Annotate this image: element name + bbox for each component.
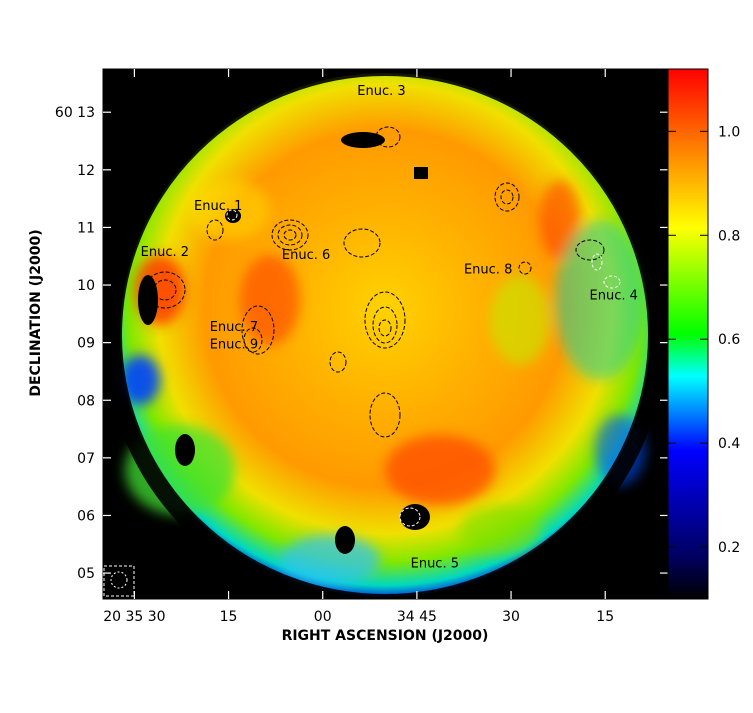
colorbar-gradient	[667, 68, 709, 600]
x-axis-title: RIGHT ASCENSION (J2000)	[282, 628, 489, 644]
y-tick-label: 60 13	[55, 105, 95, 121]
nucleus-label: Enuc. 8	[464, 263, 512, 278]
colorbar-tick-label: 0.6	[718, 332, 740, 348]
y-tick-label: 07	[77, 451, 95, 467]
nucleus-label: Enuc. 5	[411, 556, 459, 571]
colorbar-labels: 0.2 0.4 0.6 0.8 1.0	[718, 124, 740, 556]
colorbar: 0.2 0.4 0.6 0.8 1.0	[667, 68, 740, 600]
colorbar-ticks	[668, 130, 708, 548]
y-tick-label: 08	[77, 393, 95, 409]
y-tick-label: 10	[77, 278, 95, 294]
colorbar-tick-label: 0.4	[718, 436, 740, 452]
nucleus-label: Enuc. 1	[194, 199, 242, 214]
y-tick-label: 05	[77, 566, 95, 582]
beam-marker	[103, 565, 135, 597]
white-contours	[226, 209, 621, 527]
x-tick-labels: 20 35 30 15 00 34 45 30 15	[103, 609, 614, 625]
nucleus-label: Enuc. 7	[210, 320, 258, 335]
tick-marks	[103, 69, 668, 599]
y-tick-label: 06	[77, 508, 95, 524]
nucleus-label: Enuc. 4	[590, 288, 638, 303]
x-tick-label: 30	[502, 609, 520, 625]
y-tick-label: 12	[77, 163, 95, 179]
x-tick-label: 20 35 30	[103, 609, 165, 625]
x-tick-label: 15	[596, 609, 614, 625]
colorbar-tick-label: 0.2	[718, 540, 740, 556]
nucleus-label: Enuc. 9	[210, 337, 258, 352]
intensity-structure	[120, 180, 645, 585]
plot-area	[103, 69, 668, 599]
x-tick-label: 34 45	[397, 609, 437, 625]
colorbar-tick-label: 0.8	[718, 228, 740, 244]
x-tick-label: 15	[220, 609, 238, 625]
y-tick-label: 11	[77, 220, 95, 236]
y-tick-label: 09	[77, 336, 95, 352]
nucleus-label: Enuc. 3	[357, 84, 405, 99]
contours	[144, 126, 605, 438]
nucleus-label: Enuc. 2	[141, 245, 189, 260]
colorbar-tick-label: 1.0	[718, 124, 740, 140]
annotations: Enuc. 1 Enuc. 2 Enuc. 3 Enuc. 4 Enuc. 5 Enuc.…	[141, 84, 638, 571]
y-tick-labels: 60 13 12 11 10 09 08 07 06 05	[55, 105, 95, 582]
nucleus-label: Enuc. 6	[282, 248, 330, 263]
y-axis-title: DECLINATION (J2000)	[28, 229, 44, 396]
x-tick-label: 00	[314, 609, 332, 625]
